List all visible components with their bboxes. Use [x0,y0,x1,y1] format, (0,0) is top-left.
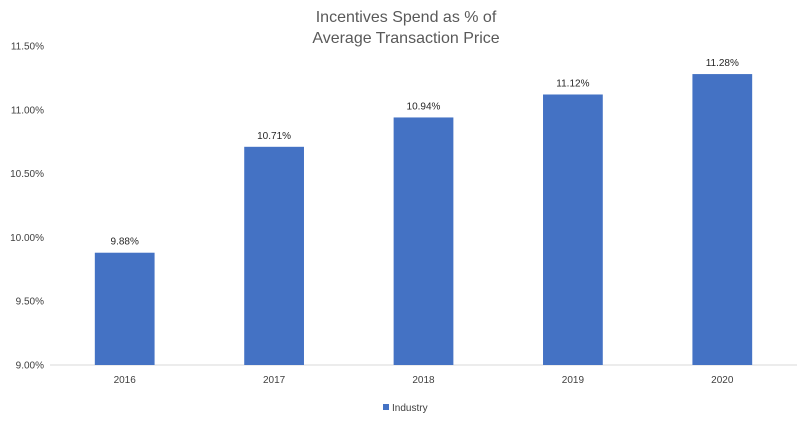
x-tick-label: 2018 [412,375,435,386]
data-label-2018: 10.94% [407,101,441,112]
data-label-2020: 11.28% [706,58,739,69]
bar-2017[interactable] [244,146,304,365]
legend-label: Industry [392,403,428,414]
x-tick-label: 2020 [711,375,734,386]
x-tick-label: 2016 [114,375,137,386]
y-tick-label: 10.50% [10,169,44,180]
y-axis: 9.00% 9.50% 10.00% 10.50% 11.00% 11.50% [10,42,44,372]
data-label-2016: 9.88% [111,237,139,248]
y-tick-label: 9.00% [16,361,44,372]
data-labels: 9.88% 10.71% 10.94% 11.12% 11.28% [111,58,739,248]
bar-2020[interactable] [692,74,753,366]
legend[interactable]: Industry [383,403,428,414]
legend-swatch [383,404,389,410]
y-tick-label: 9.50% [16,297,44,308]
y-tick-label: 11.50% [11,42,44,53]
chart-title-line-1: Incentives Spend as % of [316,9,497,26]
y-tick-label: 11.00% [11,105,44,116]
x-axis: 2016 2017 2018 2019 2020 [50,364,797,386]
bar-series [94,74,753,366]
data-label-2019: 11.12% [556,78,589,89]
data-label-2017: 10.71% [257,131,291,142]
bar-2016[interactable] [94,252,155,365]
bar-2019[interactable] [543,94,603,365]
x-tick-label: 2017 [263,375,286,386]
bar-2018[interactable] [393,117,454,366]
y-tick-label: 10.00% [10,233,44,244]
chart-title-line-2: Average Transaction Price [312,30,499,47]
x-tick-label: 2019 [562,375,585,386]
chart-title: Incentives Spend as % of Average Transac… [312,9,499,47]
